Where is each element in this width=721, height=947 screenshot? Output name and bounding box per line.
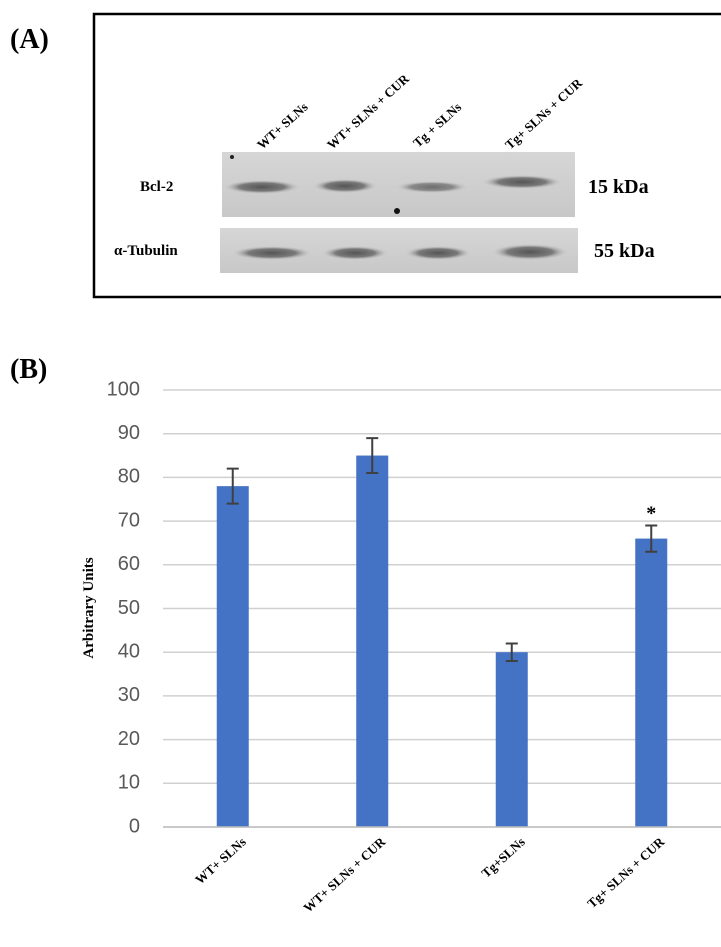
- lane-labels: WT+ SLNs WT+ SLNs + CUR Tg + SLNs Tg+ SL…: [254, 71, 586, 153]
- bar: [356, 456, 388, 827]
- figure: (A) WT+ SLNs WT+ SLNs + CUR Tg + SLNs Tg…: [0, 0, 721, 947]
- y-tick-label: 40: [118, 640, 140, 662]
- x-tick-label: WT+ SLNs: [192, 834, 249, 887]
- row-label: α-Tubulin: [114, 243, 178, 259]
- y-tick-label: 30: [118, 684, 140, 706]
- lane-label: WT+ SLNs + CUR: [324, 71, 412, 153]
- y-tick-label: 10: [118, 772, 140, 794]
- x-tick-label: Tg+ SLNs + CUR: [584, 834, 668, 911]
- bar: [217, 486, 249, 827]
- lane-label: Tg + SLNs: [410, 99, 464, 150]
- annotation: *: [646, 502, 656, 524]
- size-label: 55 kDa: [594, 240, 655, 262]
- y-tick-label: 50: [118, 597, 140, 619]
- x-tick-label: WT+ SLNs + CUR: [300, 834, 388, 916]
- lane-label: Tg+ SLNs + CUR: [502, 75, 586, 152]
- panel-label: (B): [10, 354, 47, 385]
- y-axis-label: Arbitrary Units: [81, 557, 97, 658]
- panel-label: (A): [10, 24, 49, 55]
- y-tick-label: 90: [118, 422, 140, 444]
- plot: 0 10 20 30 40 50 60 70 80 90 100 WT+ SLNs WT+ SLNs +…: [107, 378, 721, 915]
- bar: [635, 539, 667, 827]
- y-tick-label: 100: [107, 378, 140, 400]
- bar: [496, 652, 528, 827]
- y-tick-label: 60: [118, 553, 140, 575]
- y-tick-label: 0: [129, 815, 140, 837]
- y-tick-label: 80: [118, 466, 140, 488]
- lane-label: WT+ SLNs: [254, 99, 311, 152]
- y-tick-label: 20: [118, 728, 140, 750]
- y-tick-label: 70: [118, 509, 140, 531]
- row-label: Bcl-2: [140, 179, 173, 195]
- size-label: 15 kDa: [588, 176, 649, 198]
- x-tick-label: Tg+SLNs: [478, 834, 527, 881]
